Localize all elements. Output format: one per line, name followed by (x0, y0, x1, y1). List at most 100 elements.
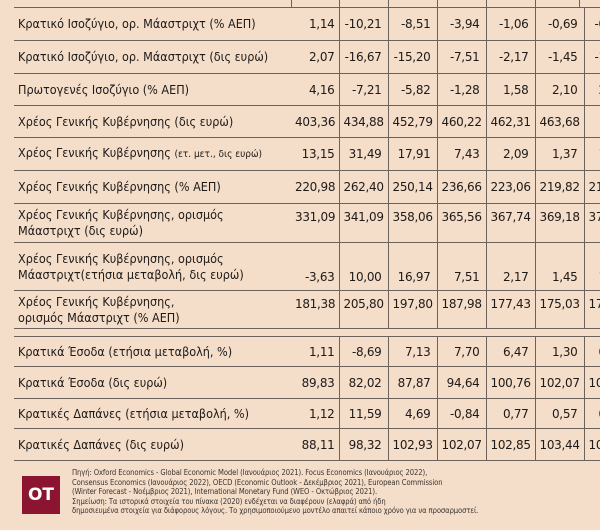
row-label-line2: Μάαστριχτ(ετήσια μεταβολή, δις ευρώ) (18, 266, 244, 282)
value-cell: 1,12 (291, 398, 339, 429)
value-cell: 262,40 (338, 170, 388, 204)
value-cell: 0,65 (583, 398, 600, 429)
value-cell (583, 105, 600, 138)
value-cell: 7,70 (436, 336, 486, 367)
value-cell: -10,21 (338, 7, 388, 41)
table-row: Κρατικά Έσοδα (δις ευρώ) 89,83 82,02 87,87 9… (14, 366, 600, 399)
value-cell: 365,56 (436, 203, 486, 243)
row-label-text: Χρέος Γενικής Κυβέρνησης, (18, 293, 175, 309)
source-notes: Πηγή: Oxford Economics - Global Economic… (72, 468, 478, 516)
table-row: Χρέος Γενικής Κυβέρνησης, ορισμός Μάαστρι… (14, 203, 600, 243)
value-cell: 403,36 (291, 105, 339, 138)
row-label: Κρατικές Δαπάνες (ετήσια μεταβολή, %) (14, 398, 291, 429)
value-cell: -3,94 (436, 7, 486, 41)
value-cell: 1,14 (291, 7, 339, 41)
value-cell: 219,82 (534, 170, 584, 204)
row-label-text: Κρατικά Έσοδα (ετήσια μεταβολή, %) (18, 343, 233, 359)
row-label-text: Κρατικές Δαπάνες (δις ευρώ) (18, 436, 184, 452)
value-cell: -5,82 (387, 73, 437, 106)
table-row: Πρωτογενές Ισοζύγιο (% ΑΕΠ) 4,16 -7,21 -5,8… (14, 73, 600, 106)
note-line: Πηγή: Oxford Economics - Global Economic… (72, 468, 428, 477)
value-cell: 1,37 (534, 137, 584, 171)
value-cell: 214,83 (583, 170, 600, 204)
value-cell: 7,43 (436, 137, 486, 171)
row-label-text: Κρατικά Έσοδα (δις ευρώ) (18, 374, 168, 390)
row-label-line2: ορισμός Μάαστριχτ (% ΑΕΠ) (18, 309, 180, 325)
value-cell: -1,06 (485, 7, 535, 41)
row-label: Πρωτογενές Ισοζύγιο (% ΑΕΠ) (14, 73, 291, 106)
table-row: Χρέος Γενικής Κυβέρνησης (ετ. μετ., δις … (14, 137, 600, 171)
table-row: Χρέος Γενικής Κυβέρνησης, ορισμός Μάαστρι… (14, 242, 600, 291)
row-label-text: Κρατικό Ισοζύγιο, ορ. Μάαστριχτ (% ΑΕΠ) (18, 16, 256, 31)
value-cell: 31,49 (338, 137, 388, 171)
value-cell: 2,17 (485, 242, 535, 291)
value-cell: -7,51 (436, 40, 486, 74)
row-label: Κρατικά Έσοδα (ετήσια μεταβολή, %) (14, 336, 291, 367)
value-cell: 171,17 (583, 290, 600, 329)
table-row: Κρατικό Ισοζύγιο, ορ. Μάαστριχτ (δις ευρ… (14, 40, 600, 74)
value-cell: 7,13 (387, 336, 437, 367)
value-cell: 102,07 (534, 366, 584, 399)
row-label-line2: Μάαστριχτ (δις ευρώ) (18, 223, 143, 238)
value-cell: 2,11 (583, 73, 600, 106)
value-cell: -0,80 (583, 7, 600, 41)
value-cell: 1,58 (485, 73, 535, 106)
value-cell: 460,22 (436, 105, 486, 138)
value-cell: 11,59 (338, 398, 388, 429)
value-cell: 367,74 (485, 203, 535, 243)
value-cell: 7,51 (436, 242, 486, 291)
value-cell: 6,47 (485, 336, 535, 367)
value-cell: 102,85 (485, 428, 535, 461)
value-cell: -15,20 (387, 40, 437, 74)
value-cell: 1,30 (534, 336, 584, 367)
value-cell: 16,97 (387, 242, 437, 291)
value-cell: 434,88 (338, 105, 388, 138)
table-row: Κρατικό Ισοζύγιο, ορ. Μάαστριχτ (% ΑΕΠ) 1… (14, 7, 600, 41)
note-line: (Winter Forecast - Νοέμβριος 2021), Inte… (72, 487, 378, 497)
value-cell: 1,84 (583, 137, 600, 171)
value-cell: 4,16 (291, 73, 339, 106)
row-label-text: Πρωτογενές Ισοζύγιο (% ΑΕΠ) (18, 81, 190, 97)
value-cell: -16,67 (338, 40, 388, 74)
value-cell: 331,09 (291, 203, 339, 243)
value-cell: 102,93 (387, 428, 437, 461)
value-cell: 89,83 (291, 366, 339, 399)
row-label: Χρέος Γενικής Κυβέρνησης, ορισμός Μάαστρι… (14, 290, 291, 329)
value-cell: 463,68 (534, 105, 584, 138)
value-cell: 87,87 (387, 366, 437, 399)
value-cell: 13,15 (291, 137, 339, 171)
value-cell: -3,63 (291, 242, 339, 291)
value-cell: 104,11 (583, 428, 600, 461)
value-cell: 452,79 (387, 105, 437, 138)
value-cell: 250,14 (387, 170, 437, 204)
table-row: Κρατικές Δαπάνες (ετήσια μεταβολή, %) 1,1… (14, 398, 600, 429)
row-label: Χρέος Γενικής Κυβέρνησης (% ΑΕΠ) (14, 170, 291, 204)
value-cell: 205,80 (338, 290, 388, 329)
value-cell: 10,00 (338, 242, 388, 291)
value-cell: 462,31 (485, 105, 535, 138)
value-cell: 369,18 (534, 203, 584, 243)
value-cell: 175,03 (534, 290, 584, 329)
table-row: Χρέος Γενικής Κυβέρνησης (δις ευρώ) 403,3… (14, 105, 600, 138)
fiscal-table-top: Κρατικό Ισοζύγιο, ορ. Μάαστριχτ (% ΑΕΠ) 1… (14, 7, 600, 329)
table-row: Κρατικές Δαπάνες (δις ευρώ) 88,11 98,32 102… (14, 428, 600, 461)
value-cell: 341,09 (338, 203, 388, 243)
value-cell: 181,38 (291, 290, 339, 329)
value-cell: -1,28 (436, 73, 486, 106)
note-line: δημοσιευμένα στοιχεία για διάφορους λόγο… (72, 506, 479, 516)
value-cell: 223,06 (485, 170, 535, 204)
row-label-unit: (ετ. μετ., δις ευρώ) (174, 149, 263, 160)
row-label: Κρατικό Ισοζύγιο, ορ. Μάαστριχτ (δις ευρ… (14, 40, 291, 74)
row-label-text: Κρατικές Δαπάνες (ετήσια μεταβολή, %) (18, 405, 249, 421)
value-cell: 4,69 (387, 398, 437, 429)
value-cell: 177,43 (485, 290, 535, 329)
value-cell: -7,21 (338, 73, 388, 106)
value-cell: 1,11 (291, 336, 339, 367)
table-row: Χρέος Γενικής Κυβέρνησης, ορισμός Μάαστρι… (14, 290, 600, 329)
value-cell: 2,10 (534, 73, 584, 106)
value-cell: -8,69 (338, 336, 388, 367)
value-cell: 236,66 (436, 170, 486, 204)
row-label: Κρατικό Ισοζύγιο, ορ. Μάαστριχτ (% ΑΕΠ) (14, 7, 291, 41)
value-cell: 103,44 (534, 428, 584, 461)
value-cell: 2,09 (485, 137, 535, 171)
